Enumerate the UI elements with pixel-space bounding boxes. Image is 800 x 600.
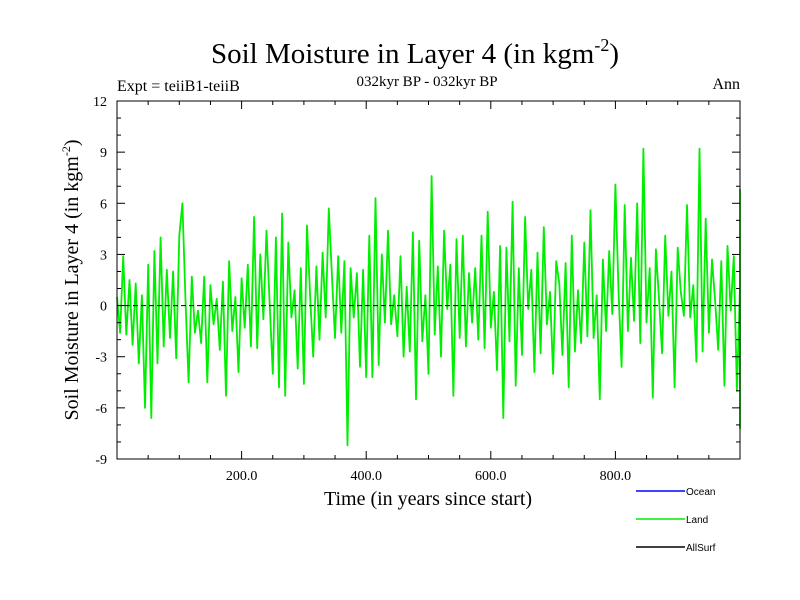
legend-label-land: Land <box>686 515 708 526</box>
legend: Ocean Land AllSurf <box>636 487 716 554</box>
experiment-label: Expt = teiiB1-teiiB <box>117 78 240 95</box>
y-axis-label-superscript: -2 <box>59 146 73 156</box>
season-label: Ann <box>712 76 740 93</box>
chart-title-superscript: -2 <box>594 35 609 55</box>
chart-title-close: ) <box>609 38 619 70</box>
y-axis-label-close: ) <box>61 139 83 146</box>
chart-title: Soil Moisture in Layer 4 (in kgm-2) <box>211 35 619 70</box>
x-axis: 200.0 400.0 600.0 800.0 <box>147 101 710 484</box>
y-axis-label: Soil Moisture in Layer 4 (in kgm-2) <box>59 139 83 420</box>
chart-subtitle: 032kyr BP - 032kyr BP <box>356 74 497 90</box>
x-axis-label: Time (in years since start) <box>324 488 532 510</box>
legend-label-ocean: Ocean <box>686 487 715 498</box>
x-tick-label: 600.0 <box>475 469 507 484</box>
y-tick-label: 0 <box>100 300 107 315</box>
y-tick-label: -3 <box>95 351 107 366</box>
y-axis: -9 -6 -3 0 3 6 9 12 <box>93 95 740 468</box>
plot-area <box>116 100 741 460</box>
series-line-land <box>116 147 741 447</box>
y-tick-label: -9 <box>95 453 107 468</box>
y-tick-label: 12 <box>93 95 107 110</box>
x-tick-label: 200.0 <box>226 469 258 484</box>
y-tick-label: -6 <box>95 402 107 417</box>
legend-label-allsurf: AllSurf <box>686 543 716 554</box>
y-tick-label: 3 <box>100 248 107 263</box>
y-tick-label: 9 <box>100 146 107 161</box>
x-tick-label: 400.0 <box>350 469 382 484</box>
y-tick-label: 6 <box>100 197 107 212</box>
x-tick-label: 800.0 <box>600 469 632 484</box>
